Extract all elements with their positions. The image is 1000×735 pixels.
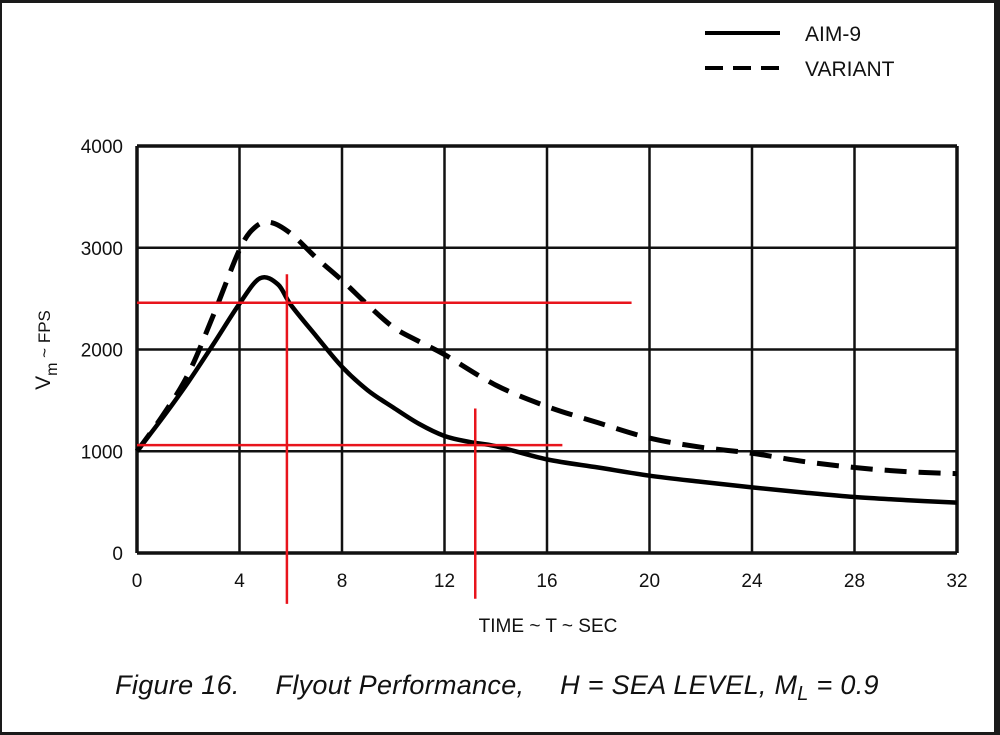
y-axis-label-main: V — [32, 376, 55, 390]
figure-caption: Figure 16. Flyout Performance, H = SEA L… — [0, 670, 1000, 706]
figure-condition: H = SEA LEVEL, ML = 0.9 — [560, 670, 879, 705]
x-tick-label: 4 — [234, 571, 245, 592]
figure-label: Figure 16. — [115, 670, 240, 700]
condition-subscript: L — [797, 683, 809, 705]
x-axis-label: TIME ~ T ~ SEC — [479, 616, 618, 637]
y-axis-label: Vm ~ FPS — [32, 310, 61, 390]
grid — [135, 144, 959, 555]
y-tick-label: 0 — [112, 544, 123, 565]
x-tick-label: 20 — [639, 571, 660, 592]
y-axis-label-sub: m — [44, 363, 61, 376]
series-line-variant — [134, 219, 958, 477]
x-tick-label: 8 — [337, 571, 348, 592]
y-tick-label: 4000 — [81, 137, 123, 158]
legend: AIM-9 VARIANT — [705, 23, 895, 81]
y-tick-label: 3000 — [81, 239, 123, 260]
x-tick-label: 28 — [844, 571, 865, 592]
figure-title: Flyout Performance, — [275, 670, 525, 700]
legend-label-variant: VARIANT — [805, 58, 895, 81]
condition-suffix: = 0.9 — [808, 670, 879, 700]
x-tick-label: 32 — [946, 571, 967, 592]
x-tick-label: 24 — [741, 571, 763, 592]
y-tick-label: 1000 — [81, 442, 123, 463]
figure-page — [2, 3, 994, 732]
x-tick-label: 0 — [132, 571, 143, 592]
y-axis-label-suffix: ~ FPS — [35, 310, 54, 362]
svg-text:Vm ~ FPS: Vm ~ FPS — [32, 310, 61, 390]
legend-label-aim-9: AIM-9 — [805, 23, 861, 46]
condition-text: H = SEA LEVEL, M — [560, 670, 798, 700]
red-annotation-lines — [137, 274, 632, 604]
x-tick-label: 16 — [536, 571, 557, 592]
tick-labels: 0 4 8 12 16 20 24 28 32 0 1000 2000 3000 4000 — [81, 137, 968, 592]
y-tick-label: 2000 — [81, 341, 123, 362]
x-tick-label: 12 — [434, 571, 455, 592]
